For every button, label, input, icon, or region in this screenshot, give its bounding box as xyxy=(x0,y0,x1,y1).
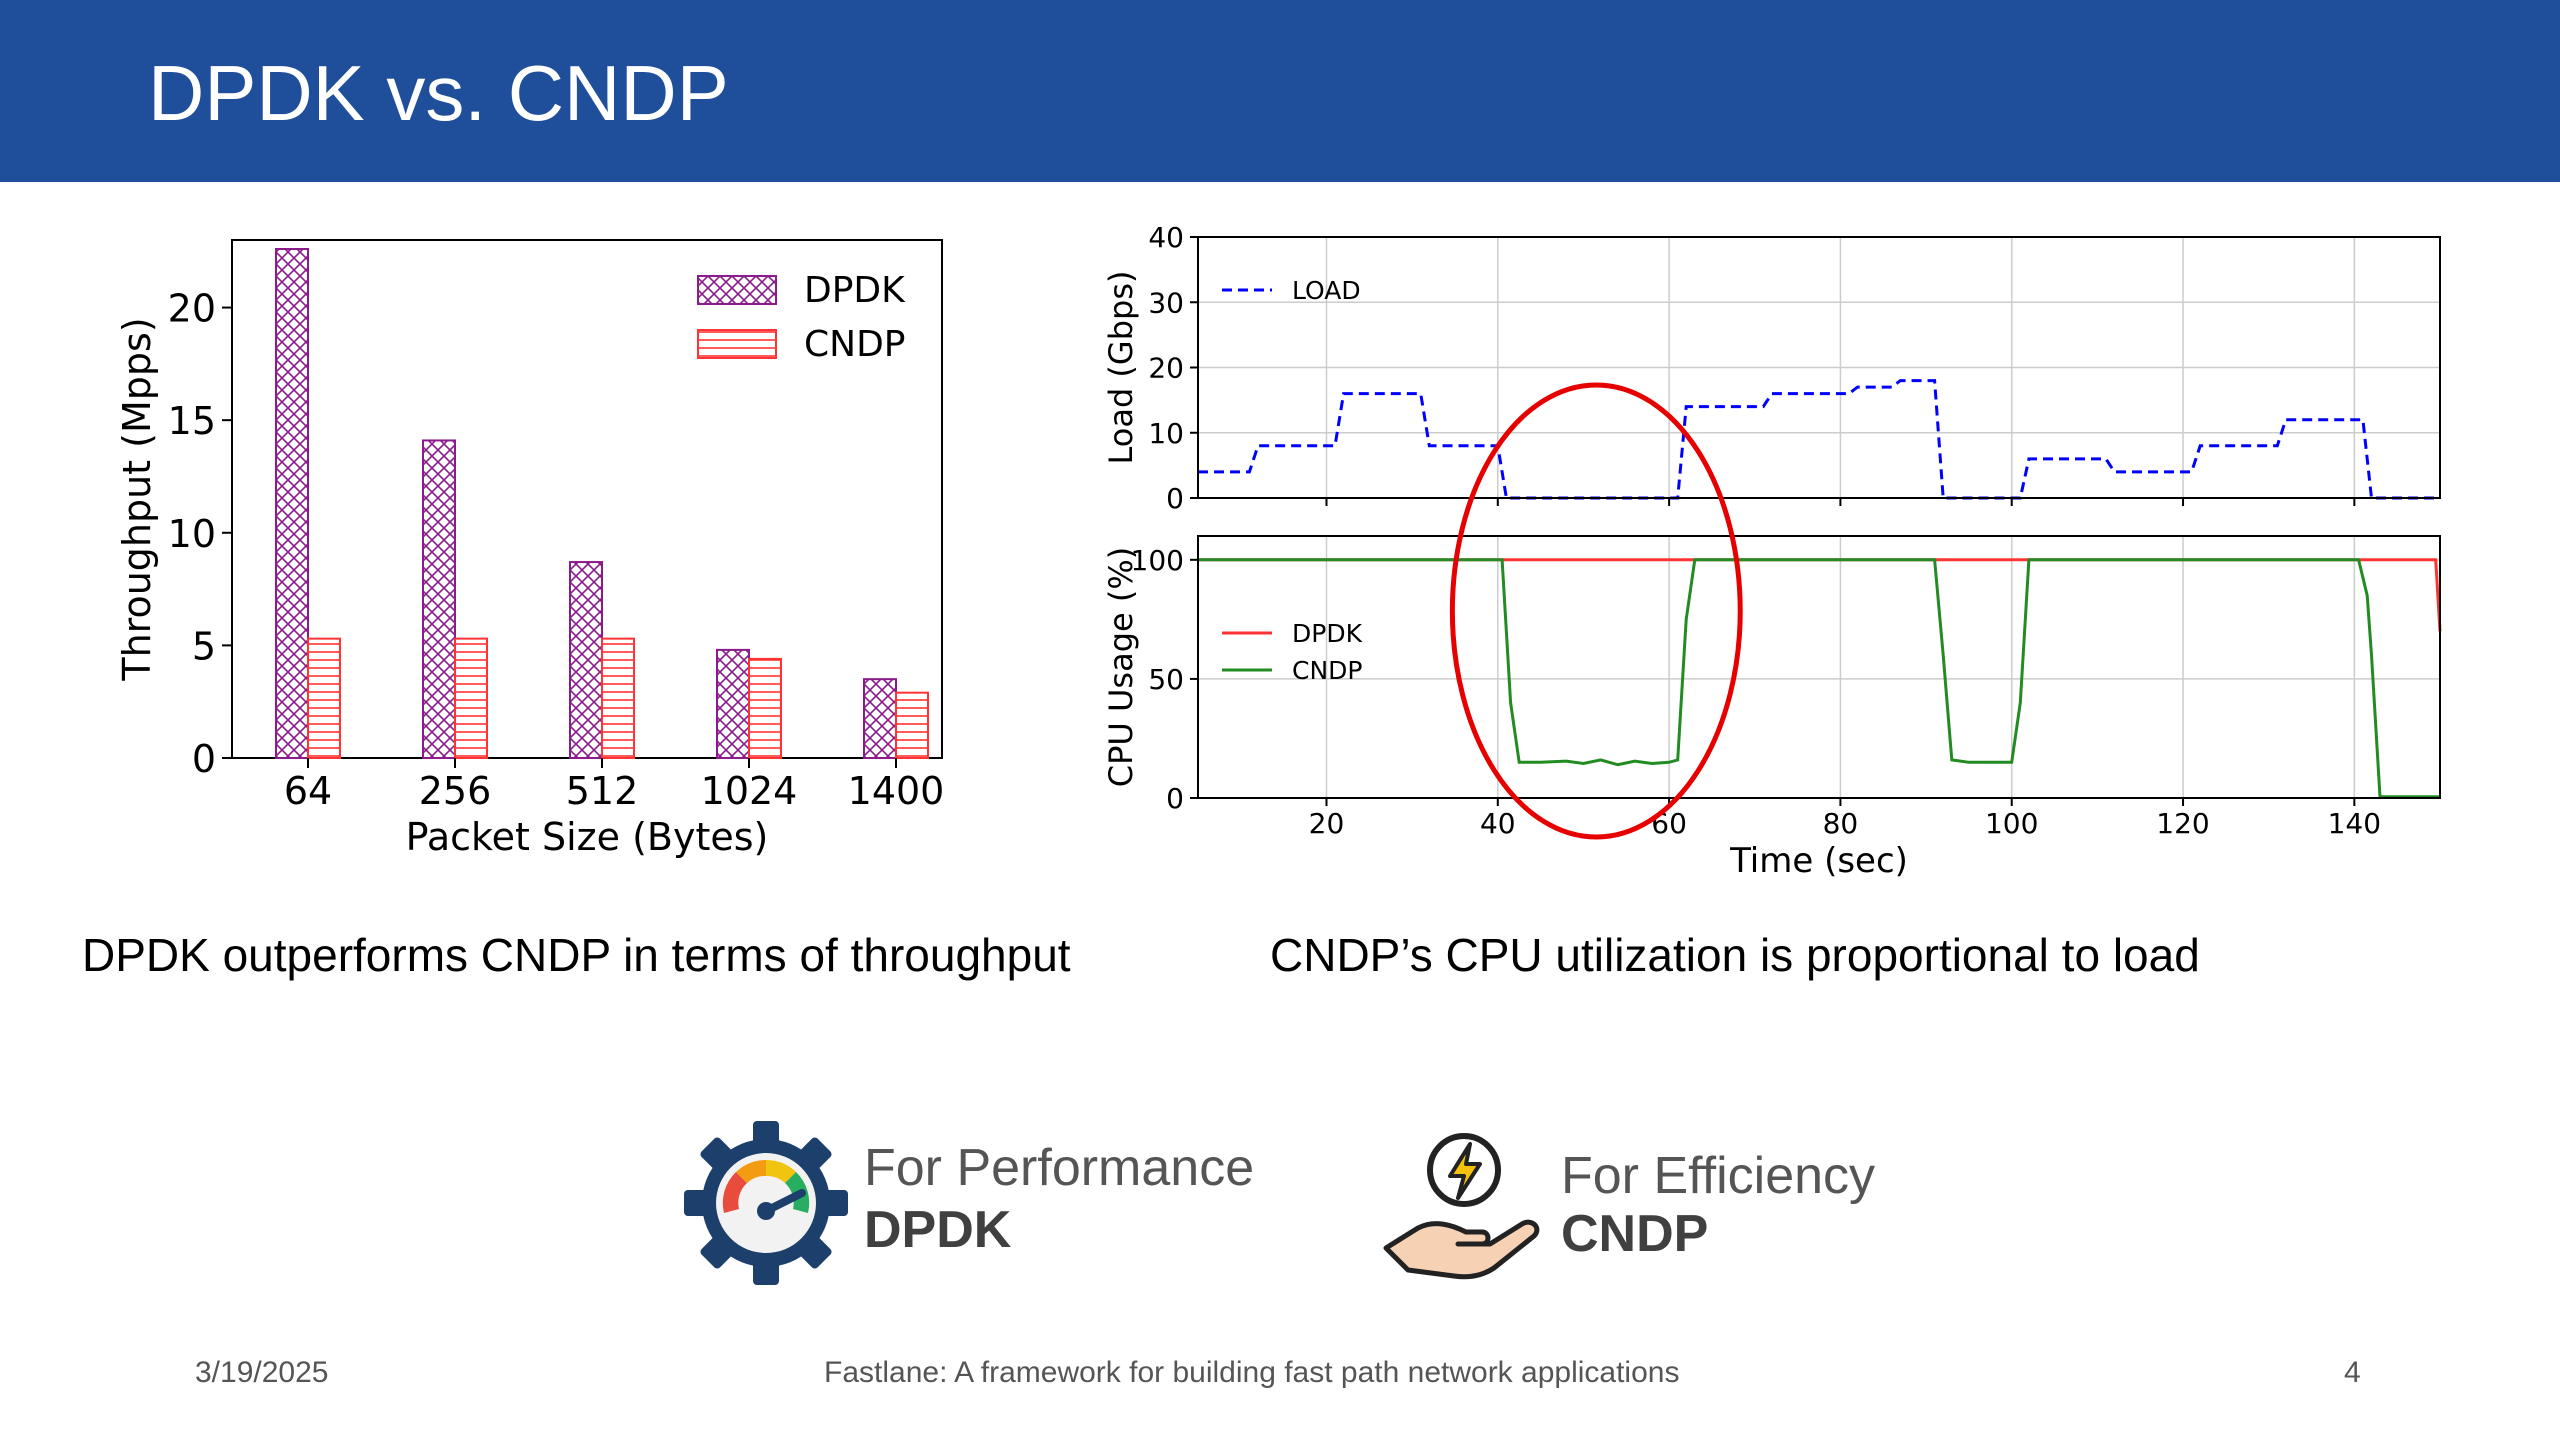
throughput-x-axis-label: Packet Size (Bytes) xyxy=(406,815,769,859)
footer-page-number: 4 xyxy=(2344,1356,2361,1389)
legend-swatch-cndp xyxy=(697,329,777,359)
bar-dpdk xyxy=(569,561,603,759)
legend-swatch-dpdk xyxy=(697,275,777,305)
caption-throughput: DPDK outperforms CNDP in terms of throug… xyxy=(82,929,1071,981)
badge-efficiency-name: CNDP xyxy=(1561,1205,1709,1263)
legend-label-cndp: CNDP xyxy=(804,324,906,365)
speedometer-gear-icon xyxy=(684,1121,848,1285)
time-x-tick-label: 100 xyxy=(1985,807,2038,840)
legend-label-dpdk: DPDK xyxy=(804,270,906,311)
legend-text-dpdk: DPDK xyxy=(1292,619,1363,648)
throughput-x-tick-label: 1024 xyxy=(701,769,798,813)
badge-efficiency-subtitle: For Efficiency xyxy=(1561,1147,1876,1205)
bar-cndp xyxy=(895,691,929,759)
hand-lightning-icon xyxy=(1383,1133,1540,1280)
highlight-ellipse xyxy=(1449,382,1743,840)
bar-dpdk xyxy=(863,678,897,759)
throughput-x-tick-label: 64 xyxy=(284,769,332,813)
legend-text-load: LOAD xyxy=(1292,276,1361,305)
title-bar xyxy=(0,0,2560,182)
series-line-load xyxy=(1198,379,2440,500)
load-y-tick-label: 0 xyxy=(1166,482,1184,515)
load-y-tick-label: 40 xyxy=(1148,221,1184,254)
badge-performance-subtitle: For Performance xyxy=(864,1139,1255,1197)
time-x-tick-label: 140 xyxy=(2328,807,2381,840)
time-x-tick-label: 40 xyxy=(1480,807,1516,840)
slide-title: DPDK vs. CNDP xyxy=(148,49,729,137)
bar-cndp xyxy=(601,637,635,759)
load-y-axis-label: Load (Gbps) xyxy=(1102,271,1140,465)
badge-performance-name: DPDK xyxy=(864,1201,1012,1259)
cpu-y-tick-label: 0 xyxy=(1166,782,1184,815)
footer-text: Fastlane: A framework for building fast … xyxy=(824,1356,1680,1389)
bar-dpdk xyxy=(422,439,456,759)
cpu-y-tick-label: 100 xyxy=(1131,544,1184,577)
time-x-tick-label: 120 xyxy=(2156,807,2209,840)
load-y-tick-label: 10 xyxy=(1148,417,1184,450)
throughput-y-tick-label: 20 xyxy=(168,287,216,331)
series-line-dpdk xyxy=(1198,558,2442,632)
load-y-tick-label: 30 xyxy=(1148,286,1184,319)
throughput-x-tick-label: 1400 xyxy=(848,769,945,813)
cpu-y-axis-label: CPU Usage (%) xyxy=(1102,547,1140,787)
bar-cndp xyxy=(454,637,488,759)
series-line-cndp xyxy=(1198,558,2440,799)
cpu-plot-frame xyxy=(1197,535,2441,799)
caption-cpu: CNDP’s CPU utilization is proportional t… xyxy=(1270,929,2200,981)
load-y-tick-label: 20 xyxy=(1148,352,1184,385)
legend-text-cndp: CNDP xyxy=(1292,656,1362,685)
throughput-y-tick-label: 0 xyxy=(192,737,216,781)
time-x-tick-label: 80 xyxy=(1823,807,1859,840)
throughput-y-tick-label: 15 xyxy=(168,399,216,443)
throughput-x-tick-label: 256 xyxy=(419,769,492,813)
cpu-y-tick-label: 50 xyxy=(1148,663,1184,696)
footer-date: 3/19/2025 xyxy=(195,1356,329,1389)
bar-dpdk xyxy=(716,648,750,759)
throughput-y-tick-label: 10 xyxy=(168,512,216,556)
bar-cndp xyxy=(748,657,782,760)
time-x-tick-label: 20 xyxy=(1309,807,1345,840)
bar-dpdk xyxy=(275,248,309,759)
bar-cndp xyxy=(307,637,341,759)
throughput-y-tick-label: 5 xyxy=(192,624,216,668)
time-x-tick-label: 60 xyxy=(1651,807,1687,840)
time-x-axis-label: Time (sec) xyxy=(1729,841,1908,881)
throughput-x-tick-label: 512 xyxy=(566,769,639,813)
throughput-y-axis-label: Throughput (Mpps) xyxy=(115,317,159,681)
